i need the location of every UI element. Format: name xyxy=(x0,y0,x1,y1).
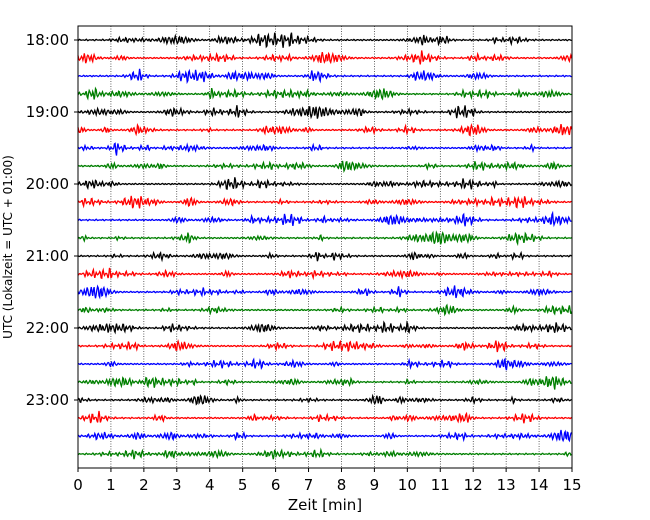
trace-20 xyxy=(77,393,572,406)
trace-21 xyxy=(77,410,572,424)
trace-1 xyxy=(77,50,573,65)
trace-4 xyxy=(77,105,572,120)
x-tick-label-2: 2 xyxy=(139,476,149,494)
x-tick-label-10: 10 xyxy=(398,476,417,494)
x-axis: 0 1 2 3 4 5 6 7 8 9 10 11 12 13 14 15 xyxy=(73,468,582,494)
y-tick-label-5: 23:00 xyxy=(26,391,69,409)
trace-2 xyxy=(77,68,572,85)
x-tick-label-4: 4 xyxy=(205,476,215,494)
x-tick-label-6: 6 xyxy=(271,476,281,494)
trace-0 xyxy=(77,32,572,49)
x-tick-label-15: 15 xyxy=(562,476,581,494)
x-tick-label-8: 8 xyxy=(337,476,347,494)
y-axis: 18:00 19:00 20:00 21:00 22:00 23:00 xyxy=(26,31,78,409)
trace-15 xyxy=(77,303,573,317)
x-tick-label-9: 9 xyxy=(370,476,380,494)
trace-11 xyxy=(77,230,572,247)
trace-17 xyxy=(77,339,572,353)
y-tick-label-4: 22:00 xyxy=(26,319,69,337)
trace-22 xyxy=(77,429,573,443)
trace-18 xyxy=(77,357,572,371)
y-tick-label-1: 19:00 xyxy=(26,103,69,121)
trace-19 xyxy=(77,376,572,390)
trace-5 xyxy=(77,123,573,137)
x-tick-label-7: 7 xyxy=(304,476,314,494)
x-tick-label-14: 14 xyxy=(530,476,549,494)
seismic-traces xyxy=(77,32,573,460)
x-tick-label-5: 5 xyxy=(238,476,248,494)
x-tick-label-3: 3 xyxy=(172,476,182,494)
trace-8 xyxy=(77,177,572,191)
y-axis-label: UTC (Lokalzeit = UTC + 01:00) xyxy=(1,155,15,339)
x-tick-label-12: 12 xyxy=(464,476,483,494)
x-tick-label-13: 13 xyxy=(497,476,516,494)
trace-12 xyxy=(77,250,572,263)
trace-6 xyxy=(77,142,572,156)
x-tick-label-0: 0 xyxy=(73,476,83,494)
y-tick-label-0: 18:00 xyxy=(26,31,69,49)
plot-frame xyxy=(77,25,573,469)
trace-14 xyxy=(77,284,572,300)
trace-10 xyxy=(77,210,572,228)
y-tick-label-3: 21:00 xyxy=(26,247,69,265)
trace-3 xyxy=(77,86,572,101)
trace-23 xyxy=(77,447,572,460)
trace-13 xyxy=(77,267,572,281)
trace-16 xyxy=(77,320,572,335)
x-tick-label-11: 11 xyxy=(431,476,450,494)
x-axis-label: Zeit [min] xyxy=(288,496,362,514)
y-tick-label-2: 20:00 xyxy=(26,175,69,193)
trace-7 xyxy=(77,160,572,174)
trace-9 xyxy=(77,195,572,209)
x-tick-label-1: 1 xyxy=(106,476,116,494)
